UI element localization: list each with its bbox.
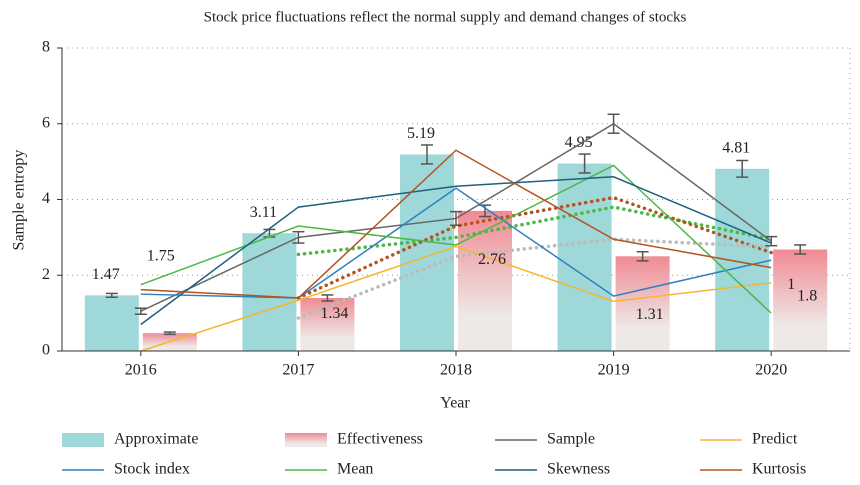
y-tick-label: 8 bbox=[42, 39, 50, 56]
line bbox=[140, 245, 772, 352]
line bbox=[140, 149, 772, 299]
error-bar bbox=[134, 307, 147, 316]
error-bar bbox=[578, 153, 591, 174]
data-label: 5.19 bbox=[407, 125, 435, 142]
error-bar bbox=[321, 294, 334, 302]
legend-label: Effectiveness bbox=[337, 431, 423, 448]
bar bbox=[615, 256, 670, 351]
legend-swatch bbox=[62, 433, 104, 447]
error-bar bbox=[636, 251, 649, 262]
error-bar bbox=[163, 331, 176, 336]
line bbox=[140, 187, 772, 299]
error-bar bbox=[105, 292, 118, 298]
error-bar bbox=[607, 113, 620, 134]
legend-label: Stock index bbox=[114, 461, 190, 478]
x-tick-label: 2018 bbox=[440, 362, 472, 379]
x-tick-label: 2020 bbox=[755, 362, 787, 379]
bar bbox=[400, 154, 454, 351]
legend-label: Mean bbox=[337, 461, 373, 478]
x-tick-label: 2016 bbox=[125, 362, 157, 379]
legend-label: Skewness bbox=[547, 461, 610, 478]
data-label: 1 bbox=[787, 276, 795, 293]
y-axis-label: Sample entropy bbox=[11, 150, 28, 251]
y-tick-label: 2 bbox=[42, 266, 50, 283]
y-tick-label: 0 bbox=[42, 342, 50, 359]
data-label: 1.34 bbox=[320, 305, 348, 322]
x-tick-label: 2019 bbox=[598, 362, 630, 379]
y-tick-label: 6 bbox=[42, 114, 50, 131]
error-bar bbox=[794, 244, 807, 255]
legend-label: Kurtosis bbox=[752, 461, 806, 478]
x-axis-label: Year bbox=[440, 395, 470, 412]
trend-line bbox=[296, 195, 773, 300]
error-bar bbox=[765, 235, 778, 247]
error-bar bbox=[421, 144, 433, 165]
legend-label: Approximate bbox=[114, 431, 198, 448]
line bbox=[140, 176, 772, 326]
data-label: 1.47 bbox=[92, 266, 120, 283]
data-label: 4.95 bbox=[565, 134, 593, 151]
x-tick-label: 2017 bbox=[282, 362, 314, 379]
bar bbox=[242, 233, 297, 351]
data-label: 3.11 bbox=[250, 204, 277, 221]
trend-line bbox=[296, 205, 773, 257]
legend-label: Predict bbox=[752, 431, 798, 448]
data-label: 1.8 bbox=[797, 287, 817, 304]
legend-swatch bbox=[285, 433, 327, 447]
trend-line bbox=[296, 237, 773, 320]
data-label: 2.76 bbox=[478, 251, 506, 268]
bar bbox=[773, 249, 828, 351]
bar bbox=[715, 168, 770, 351]
chart-title: Stock price fluctuations reflect the nor… bbox=[204, 9, 687, 25]
y-tick-label: 4 bbox=[42, 190, 50, 207]
bar bbox=[84, 295, 139, 351]
data-label: 4.81 bbox=[722, 139, 750, 156]
data-label: 1.31 bbox=[636, 306, 664, 323]
data-label: 1.75 bbox=[147, 247, 175, 264]
error-bar bbox=[450, 210, 462, 227]
error-bar bbox=[736, 159, 749, 178]
legend-label: Sample bbox=[547, 431, 595, 448]
error-bar bbox=[292, 230, 305, 244]
bar bbox=[557, 163, 612, 351]
